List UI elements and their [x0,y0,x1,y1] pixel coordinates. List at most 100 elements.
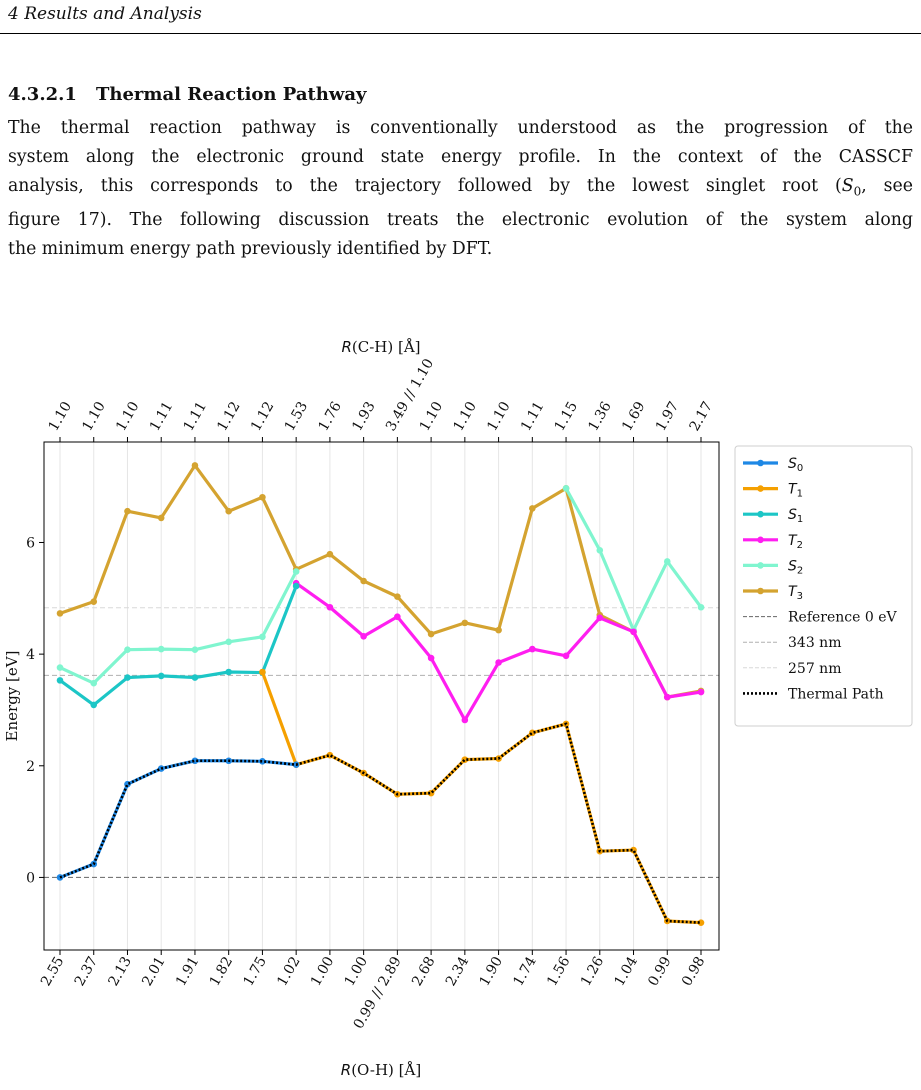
paragraph-line: analysis, this corresponds to the trajec… [8,176,914,199]
data-point [630,628,637,636]
paragraph-line: system along the electronic ground state… [8,147,913,167]
x-top-tick-label: 1.76 [316,399,345,434]
data-point [663,693,671,701]
legend-label: Thermal Path [788,686,884,702]
data-point [697,919,705,926]
data-point [157,672,165,680]
x-bottom-tick-label: 1.00 [308,954,337,989]
header-rule [0,33,921,34]
section-number: 4.3.2.1 [8,84,77,105]
data-point [394,613,401,621]
x-top-tick-label: 1.15 [552,399,581,434]
data-point [90,598,98,605]
running-head: 4 Results and Analysis [8,4,202,24]
data-point [225,668,232,676]
x-bottom-tick-label: 1.75 [240,954,269,989]
legend-label: 343 nm [788,635,841,651]
x-top-tick-label: 1.10 [79,399,108,434]
y-tick-label: 4 [26,647,35,663]
data-point [191,646,199,653]
legend-marker [757,536,764,544]
x-top-tick-label: 2.17 [687,399,716,434]
data-point [225,507,232,515]
paragraph-line: The thermal reaction pathway is conventi… [8,118,913,138]
legend-label: T2 [788,533,803,551]
data-point [56,677,64,684]
x-bottom-tick-label: 1.91 [173,954,202,989]
y-axis-label: Energy [eV] [3,651,21,742]
data-point [394,593,401,600]
body-paragraph: The thermal reaction pathway is conventi… [8,114,913,264]
data-point [562,485,570,492]
x-bottom-tick-label: 1.74 [510,954,539,989]
x-top-tick-label: 1.11 [518,399,547,434]
data-point [427,630,435,638]
data-point [124,646,131,653]
math-symbol: S0 [841,176,862,199]
x-top-tick-label: 1.10 [417,399,446,434]
data-point [225,638,232,646]
y-tick-label: 6 [26,535,35,551]
y-tick-label: 0 [26,870,35,886]
data-point [259,758,266,765]
data-point [663,558,671,565]
x-top-tick-label: 1.36 [585,399,614,434]
data-point [461,716,469,724]
x-top-tick-label: 1.97 [653,399,682,434]
data-point [461,619,469,627]
data-point [292,582,300,590]
section-heading: 4.3.2.1 Thermal Reaction Pathway [8,84,367,105]
legend-label: T1 [788,482,803,500]
x-bottom-tick-label: 1.90 [477,954,506,989]
plot-frame [43,441,720,951]
series-line [59,570,298,685]
data-point [562,652,570,660]
data-point [495,626,502,634]
data-point [259,493,266,501]
data-point [191,674,199,681]
legend-label: Reference 0 eV [788,610,898,626]
x-bottom-tick-label: 2.37 [72,954,101,989]
data-point [191,462,199,469]
x-top-tick-label: 1.12 [248,399,277,434]
x-bottom-tick-label: 1.26 [578,954,607,989]
x-top-tick-label: 1.10 [450,399,479,434]
paragraph-line: the minimum energy path previously ident… [8,239,493,260]
data-point [124,674,131,681]
data-point [529,645,536,653]
legend-label: 257 nm [788,661,841,677]
series-line [59,585,298,707]
data-point [259,633,266,641]
legend-label: T3 [788,584,803,602]
x-bottom-tick-label: 0.98 [679,954,708,989]
x-top-axis-label: R(C-H) [Å] [341,338,420,356]
x-bottom-tick-label: 2.34 [443,954,472,989]
data-point [360,632,367,640]
x-top-tick-label: 1.11 [147,399,176,434]
x-bottom-tick-label: 2.55 [38,954,67,989]
data-point [697,688,705,696]
data-point [259,668,266,676]
paragraph-line: figure 17). The following discussion tre… [8,210,913,231]
series-line [260,671,702,925]
data-point [56,664,64,671]
x-bottom-tick-label: 2.68 [409,954,438,989]
x-bottom-tick-label: 1.56 [544,954,573,989]
section-title: Thermal Reaction Pathway [96,84,367,105]
data-point [596,546,604,554]
data-point [157,645,165,653]
legend-marker [757,510,764,518]
data-point [292,568,300,575]
data-point [90,701,98,709]
x-top-tick-label: 1.10 [484,399,513,434]
data-point [360,577,367,585]
y-tick-label: 2 [26,759,35,775]
legend-marker [757,562,764,569]
x-bottom-tick-label: 1.04 [612,954,641,989]
legend-marker [757,485,764,492]
data-point [596,614,604,622]
data-point [495,659,502,666]
data-point [529,505,536,512]
data-point [90,679,98,687]
